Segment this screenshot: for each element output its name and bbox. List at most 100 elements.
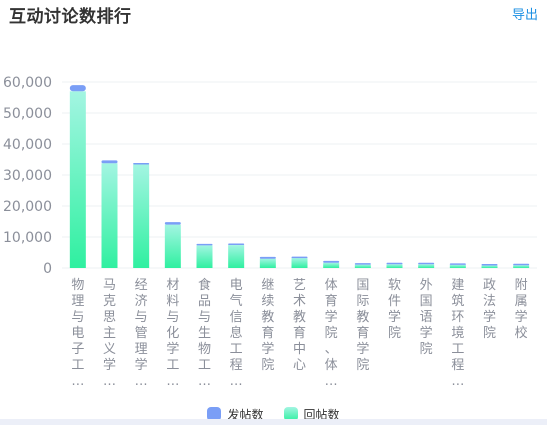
svg-text:院: 院 [388, 326, 401, 341]
bar-post[interactable] [164, 222, 181, 225]
svg-text:学: 学 [103, 357, 116, 373]
svg-text:程: 程 [451, 358, 464, 373]
svg-text:气: 气 [230, 293, 243, 309]
bar-reply[interactable] [196, 245, 213, 268]
svg-text:附: 附 [515, 278, 528, 293]
svg-text:学: 学 [388, 309, 401, 325]
x-tick-label: 物理与电子工… [71, 278, 84, 389]
svg-text:学: 学 [325, 309, 338, 325]
svg-text:…: … [325, 374, 338, 389]
bar-post[interactable] [449, 263, 466, 265]
bar-reply[interactable] [133, 164, 150, 268]
svg-text:属: 属 [515, 294, 528, 309]
bars [69, 85, 530, 268]
svg-text:际: 际 [356, 294, 369, 309]
bar-reply[interactable] [354, 264, 371, 268]
svg-text:教: 教 [293, 309, 306, 325]
svg-text:学: 学 [420, 325, 433, 341]
svg-text:与: 与 [135, 310, 148, 325]
svg-text:物: 物 [71, 278, 84, 293]
bar-post[interactable] [513, 263, 530, 266]
legend-swatch-reply [283, 407, 298, 421]
bar-post[interactable] [386, 262, 403, 265]
bar-reply[interactable] [418, 264, 435, 268]
svg-text:学: 学 [135, 357, 148, 373]
legend: 发帖数 回帖数 [0, 403, 547, 425]
bar-reply[interactable] [323, 262, 340, 268]
bar-reply[interactable] [386, 264, 403, 268]
svg-text:品: 品 [198, 294, 211, 309]
x-tick-label: 马克思主义学… [103, 278, 116, 389]
export-link[interactable]: 导出 [511, 8, 538, 23]
svg-text:工: 工 [451, 342, 464, 357]
bar-reply[interactable] [101, 163, 118, 268]
bar-reply[interactable] [513, 265, 530, 268]
svg-text:学: 学 [166, 341, 179, 357]
svg-text:建: 建 [451, 278, 464, 293]
bar-reply[interactable] [228, 245, 245, 268]
y-tick-label: 60,000 [3, 75, 52, 91]
svg-text:教: 教 [261, 309, 274, 325]
svg-text:环: 环 [451, 310, 464, 325]
svg-text:学: 学 [261, 341, 274, 357]
svg-text:工: 工 [71, 358, 84, 373]
bar-reply[interactable] [291, 258, 308, 268]
svg-text:政: 政 [483, 278, 496, 293]
svg-text:件: 件 [388, 294, 401, 309]
bar-post[interactable] [196, 243, 213, 246]
bar-reply[interactable] [481, 265, 498, 268]
bar-post[interactable] [291, 256, 308, 259]
legend-item-post[interactable]: 发帖数 [207, 406, 264, 423]
svg-text:与: 与 [71, 310, 84, 325]
svg-text:济: 济 [135, 294, 148, 309]
svg-text:艺: 艺 [293, 278, 306, 293]
svg-text:管: 管 [135, 326, 148, 341]
svg-text:育: 育 [293, 325, 306, 341]
svg-text:…: … [451, 374, 464, 389]
svg-text:工: 工 [230, 342, 243, 357]
y-tick-label: 40,000 [3, 137, 52, 153]
svg-text:程: 程 [230, 358, 243, 373]
svg-text:体: 体 [325, 358, 338, 373]
svg-text:马: 马 [103, 278, 116, 293]
svg-text:主: 主 [103, 326, 116, 341]
bar-post[interactable] [259, 256, 276, 259]
bar-reply[interactable] [164, 224, 181, 268]
chart-title: 互动讨论数排行 [9, 7, 132, 27]
legend-item-reply[interactable]: 回帖数 [283, 406, 340, 423]
svg-text:理: 理 [135, 342, 148, 357]
svg-text:…: … [135, 374, 148, 389]
svg-text:境: 境 [451, 326, 464, 341]
bar-post[interactable] [101, 160, 118, 164]
bar-post[interactable] [481, 264, 498, 266]
bar-reply[interactable] [449, 264, 466, 268]
svg-text:语: 语 [420, 310, 433, 325]
y-tick-label: 50,000 [3, 106, 52, 122]
svg-text:义: 义 [103, 342, 116, 357]
svg-text:教: 教 [356, 309, 369, 325]
legend-label-reply: 回帖数 [303, 407, 340, 422]
bar-reply[interactable] [259, 258, 276, 268]
legend-swatch-post [207, 407, 222, 421]
svg-text:信: 信 [230, 310, 243, 325]
svg-text:国: 国 [420, 294, 433, 309]
bar-post[interactable] [228, 243, 245, 246]
svg-text:筑: 筑 [451, 293, 464, 309]
bottom-scrollbar[interactable] [0, 419, 547, 425]
bar-post[interactable] [69, 85, 86, 92]
chart-header: 互动讨论数排行 导出 [0, 0, 547, 30]
bar-post[interactable] [418, 262, 435, 265]
svg-text:院: 院 [420, 342, 433, 357]
bar-post[interactable] [354, 263, 371, 265]
bar-reply[interactable] [69, 91, 86, 268]
svg-text:学: 学 [515, 309, 528, 325]
svg-text:院: 院 [483, 326, 496, 341]
bar-post[interactable] [133, 162, 150, 165]
svg-text:食: 食 [198, 277, 211, 293]
bar-post[interactable] [323, 260, 340, 263]
svg-text:…: … [71, 374, 84, 389]
svg-text:学: 学 [356, 341, 369, 357]
